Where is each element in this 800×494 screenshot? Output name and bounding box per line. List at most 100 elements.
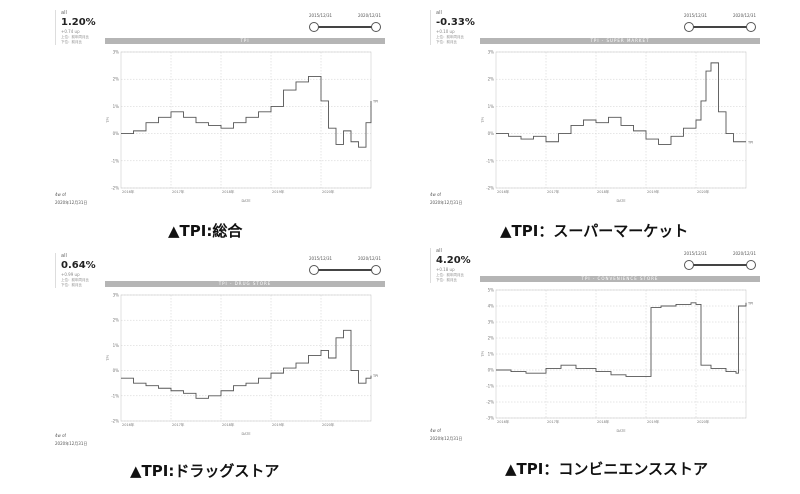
y-tick-label: 3% (488, 320, 495, 325)
slider-track[interactable] (688, 26, 752, 28)
kpi-note-upper: 上位：前年同月比 (61, 278, 89, 282)
date-range-slider[interactable]: 2015/12/31 2020/12/31 (305, 13, 385, 35)
kpi-label: all (436, 248, 442, 254)
date-range-slider[interactable]: 2015/12/31 2020/12/31 (305, 256, 385, 278)
period-label: 4w of (55, 433, 66, 438)
y-tick-label: -2% (111, 419, 119, 424)
y-tick-label: 3% (113, 50, 120, 55)
y-tick-label: 2% (113, 77, 120, 82)
kpi-value: -0.33% (436, 17, 475, 28)
y-tick-label: -2% (111, 186, 119, 191)
y-tick-label: 2% (488, 77, 495, 82)
y-tick-label: 3% (113, 293, 120, 298)
series-label: TPI (747, 140, 753, 144)
caption-drug: ▲TPI:ドラッグストア (130, 462, 280, 480)
y-tick-label: 0% (113, 131, 120, 136)
caption-super: ▲TPI：スーパーマーケット (500, 222, 689, 240)
y-tick-label: 0% (488, 131, 495, 136)
chart-title: TPI - DRUG STORE (105, 281, 385, 287)
slider-track[interactable] (313, 269, 377, 271)
slider-track[interactable] (313, 26, 377, 28)
y-tick-label: -2% (486, 400, 494, 405)
kpi-block: all 4.20% +0.18 up 上位：前年同月比 下位：前月比 (430, 248, 476, 283)
x-tick-label: 2016年 (122, 189, 135, 194)
y-tick-label: 1% (113, 343, 120, 348)
line-chart: 3% 2% 1% 0% -1% -2%2016年 2017年 2018年 2019年 2020年 D… (106, 50, 378, 204)
y-tick-label: 2% (488, 336, 495, 341)
x-axis-label: DATE (241, 432, 250, 436)
slider-end-handle[interactable] (371, 22, 381, 32)
series-label: TPI (372, 99, 378, 103)
y-tick-label: 3% (488, 50, 495, 55)
y-tick-label: -1% (111, 158, 119, 163)
y-tick-label: -3% (486, 416, 494, 421)
kpi-note-upper: 上位：前年同月比 (436, 273, 464, 277)
chart-title: TPI (105, 38, 385, 44)
slider-start-handle[interactable] (309, 22, 319, 32)
line-chart: 5% 4% 3% 2% 1% 0% -1% -2% -3%2016年 2017年 2018年 2019… (481, 288, 753, 434)
line-chart: 3% 2% 1% 0% -1% -2%2016年 2017年 2018年 2019年 2020年 D… (481, 50, 753, 204)
x-tick-label: 2017年 (547, 419, 560, 424)
x-tick-label: 2020年 (697, 419, 710, 424)
kpi-change: +0.74 up (61, 29, 80, 34)
y-tick-label: 4% (488, 304, 495, 309)
kpi-value: 1.20% (61, 17, 96, 28)
slider-end-handle[interactable] (746, 22, 756, 32)
x-tick-label: 2017年 (172, 189, 185, 194)
as-of-date: 2020年12月31日 (430, 200, 463, 205)
range-start-date: 2015/12/31 (309, 13, 333, 18)
range-end-date: 2020/12/31 (732, 13, 756, 18)
x-tick-label: 2020年 (697, 189, 710, 194)
kpi-label: all (61, 10, 67, 16)
y-axis-label: TPI (481, 117, 485, 123)
y-tick-label: 2% (113, 318, 120, 323)
period-label: 4w of (430, 192, 441, 197)
slider-start-handle[interactable] (684, 22, 694, 32)
plot-frame (120, 294, 372, 422)
x-axis-label: DATE (616, 199, 625, 203)
y-axis-label: TPI (106, 355, 110, 361)
slider-end-handle[interactable] (371, 265, 381, 275)
x-tick-label: 2019年 (272, 422, 285, 427)
as-of-date: 2020年12月31日 (430, 436, 463, 441)
x-tick-label: 2018年 (597, 189, 610, 194)
panel-super: all -0.33% +0.10 up 上位：前年同月比 下位：前月比 2015… (430, 10, 760, 205)
kpi-change: +0.99 up (61, 272, 80, 277)
line-chart: 3% 2% 1% 0% -1% -2%2016年 2017年 2018年 2019年 2020年 D… (106, 293, 378, 437)
y-tick-label: -2% (486, 186, 494, 191)
x-tick-label: 2020年 (322, 422, 335, 427)
kpi-note-lower: 下位：前月比 (61, 40, 82, 44)
kpi-value: 4.20% (436, 255, 471, 266)
slider-start-handle[interactable] (309, 265, 319, 275)
y-tick-label: 1% (488, 352, 495, 357)
x-tick-label: 2017年 (547, 189, 560, 194)
kpi-label: all (61, 253, 67, 259)
x-tick-label: 2018年 (222, 189, 235, 194)
chart-title: TPI - SUPER MARKET (480, 38, 760, 44)
chart-title: TPI - CONVENIENCE STORE (480, 276, 760, 282)
x-tick-label: 2019年 (272, 189, 285, 194)
caption-sogo: ▲TPI:総合 (168, 222, 243, 240)
date-range-slider[interactable]: 2015/12/31 2020/12/31 (680, 13, 760, 35)
slider-end-handle[interactable] (746, 260, 756, 270)
slider-track[interactable] (688, 264, 752, 266)
date-range-slider[interactable]: 2015/12/31 2020/12/31 (680, 251, 760, 273)
range-start-date: 2015/12/31 (309, 256, 333, 261)
x-tick-label: 2018年 (597, 419, 610, 424)
x-tick-label: 2016年 (122, 422, 135, 427)
x-axis-label: DATE (616, 429, 625, 433)
as-of-date: 2020年12月31日 (55, 441, 88, 446)
y-tick-label: 1% (488, 104, 495, 109)
y-axis-label: TPI (106, 117, 110, 123)
kpi-note-lower: 下位：前月比 (436, 40, 457, 44)
series-line (496, 302, 747, 377)
kpi-note-upper: 上位：前年同月比 (61, 35, 89, 39)
panel-drug: all 0.64% +0.99 up 上位：前年同月比 下位：前月比 2015/… (55, 253, 385, 446)
range-start-date: 2015/12/31 (684, 13, 708, 18)
kpi-value: 0.64% (61, 260, 96, 271)
x-tick-label: 2016年 (497, 189, 510, 194)
slider-start-handle[interactable] (684, 260, 694, 270)
range-start-date: 2015/12/31 (684, 251, 708, 256)
as-of-date: 2020年12月31日 (55, 200, 88, 205)
range-end-date: 2020/12/31 (357, 13, 381, 18)
